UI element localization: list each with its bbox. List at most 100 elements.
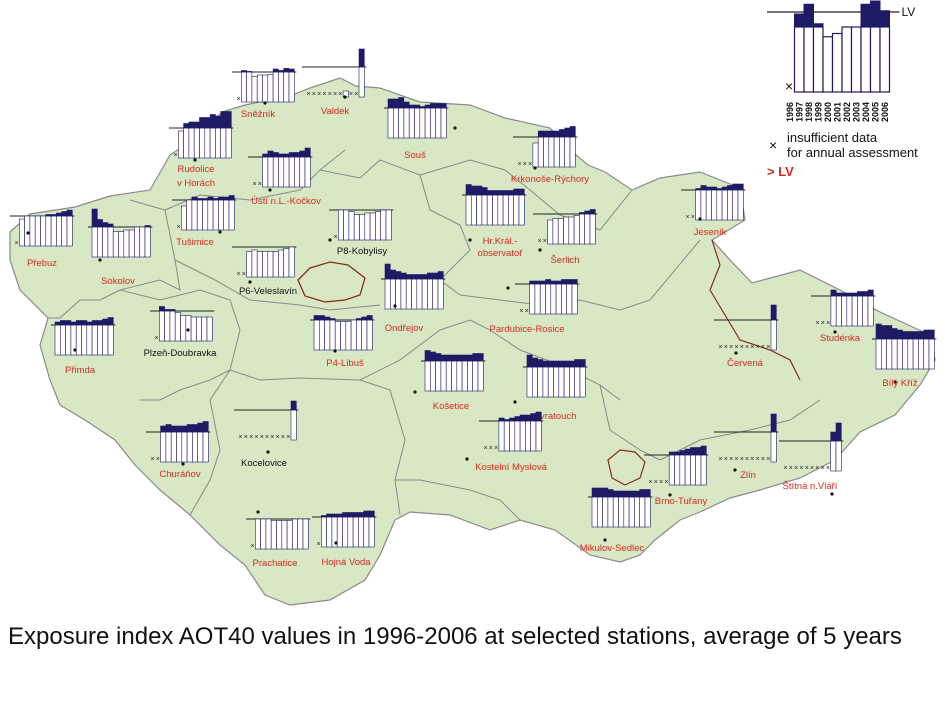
insufficient-data-mark: × [691,214,695,221]
insufficient-data-mark: × [750,344,754,351]
bar-below-lv [375,211,381,241]
insufficient-data-mark: × [523,161,527,168]
bar-below-lv [102,226,109,258]
station-chart: Sokolov [88,208,153,287]
bar-below-lv [416,278,423,310]
insufficient-data-mark: × [745,344,749,351]
bar-below-lv [192,431,198,463]
insufficient-data-mark: × [810,465,814,472]
bar-below-lv [18,218,25,247]
bar-above-lv [416,274,423,280]
bar-above-lv [424,104,431,109]
insufficient-data-mark: × [338,91,342,98]
station-location-dot [268,188,272,192]
bar-below-lv [209,127,216,159]
station-chart: × Tušimice [172,195,237,248]
bar-below-lv [288,156,295,188]
bar-below-lv [190,316,197,342]
bar-above-lv [561,279,568,285]
bar-above-lv [395,271,402,280]
bar-above-lv [329,318,336,321]
bar-below-lv [612,496,619,528]
bar-above-lv [183,123,190,129]
bar-below-lv [566,283,573,315]
bar-above-lv [716,188,723,191]
bar-below-lv [368,516,375,548]
bar-below-lv [846,295,853,327]
bar-above-lv [623,490,630,498]
bar-below-lv [440,360,447,392]
insufficient-data-mark: × [719,344,723,351]
bar-above-lv [558,360,565,368]
bar-below-lv [292,518,298,550]
bar-above-lv [690,447,697,456]
bar-below-lv [81,324,88,356]
bar-above-lv [862,291,869,297]
station-label: Churáňov [159,469,200,480]
bar-above-lv [589,209,596,215]
station-location-dot [256,510,260,514]
bar-below-lv [529,283,536,315]
bar-above-lv [467,354,473,362]
legend-year-label: 2002 [842,102,852,122]
insufficient-data-mark: × [322,91,326,98]
bar-below-lv [518,194,525,226]
station-location-dot [734,351,738,355]
bar-above-lv [66,209,73,217]
legend: LV×1996 1997 1998 1999 2000 2001 2002 2003 2004 2… [767,0,918,179]
bar-above-lv [440,354,447,362]
bar-below-lv [928,338,935,370]
bar-below-lv [299,156,306,188]
bar-below-lv [705,189,712,221]
legend-bar-below-lv [793,26,805,93]
bar-above-lv [569,126,576,138]
bar-below-lv [352,516,359,548]
bar-above-lv [272,68,279,73]
bar-above-lv [107,223,114,228]
bar-above-lv [209,114,216,129]
bar-above-lv [461,354,468,362]
legend-note-line1: insufficient data [787,130,878,145]
legend-bar-above-lv [803,3,814,28]
station-chart: ×Sněžník [232,68,297,120]
bar-below-lv [193,127,200,159]
insufficient-data-mark: × [766,344,770,351]
insufficient-data-mark: × [156,456,160,463]
legend-year-label: 1999 [813,102,823,122]
bar-below-lv [170,431,177,463]
bar-above-lv [896,329,903,340]
bar-below-lv [737,189,744,221]
bar-above-lv [721,186,728,191]
bar-above-lv [61,211,68,217]
bar-below-lv [732,189,739,221]
bar-below-lv [267,251,274,278]
station-chart: × × P6-Veleslavín [232,246,297,297]
bar-below-lv [553,136,560,168]
bar-below-lv [497,194,504,226]
bar-above-lv [563,360,570,368]
station-label: Ústí n.L.-Kočkov [251,196,321,207]
bar-below-lv [272,71,279,103]
bar-above-lv [618,490,625,498]
station-label: Pardubice-Rosice [490,324,565,335]
bar-below-lv [91,324,98,356]
bar-below-lv [262,251,269,278]
bar-above-lv [770,304,777,321]
station-label: Tušimice [176,237,214,248]
bar-above-lv [526,354,533,368]
bar-above-lv [408,104,415,109]
bar-below-lv [400,278,407,310]
legend-year-label: 2004 [861,102,871,122]
bar-below-lv [334,321,341,351]
bar-below-lv [476,194,483,226]
station-location-dot [333,349,337,353]
insufficient-data-mark: × [174,152,178,159]
station-location-dot [668,493,672,497]
legend-note-line2: for annual assessment [787,145,918,160]
legend-bar-above-lv [860,3,871,28]
bar-above-lv [326,513,333,518]
bar-below-lv [272,156,279,188]
station-location-dot [263,101,267,105]
bar-below-lv [24,215,31,247]
bar-below-lv [392,107,399,139]
